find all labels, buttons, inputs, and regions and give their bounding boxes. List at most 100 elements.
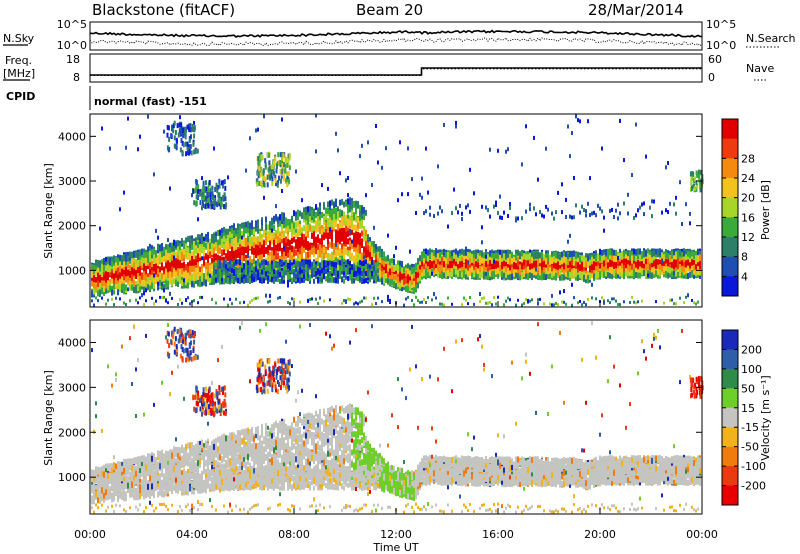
heatmap-cell <box>455 258 457 265</box>
heatmap-cell <box>265 247 267 254</box>
heatmap-cell <box>441 251 443 258</box>
heatmap-cell <box>277 265 279 272</box>
heatmap-cell <box>295 262 297 268</box>
heatmap-cell <box>407 268 409 275</box>
heatmap-cell <box>111 277 113 284</box>
heatmap-cell <box>449 261 451 268</box>
heatmap-cell <box>371 183 373 187</box>
heatmap-cell <box>243 246 245 253</box>
heatmap-cell <box>163 270 165 277</box>
heatmap-cell <box>315 149 317 154</box>
heatmap-cell <box>151 296 153 300</box>
heatmap-cell <box>315 248 317 255</box>
heatmap-cell <box>299 248 301 255</box>
heatmap-cell <box>397 269 399 276</box>
heatmap-cell <box>169 256 171 263</box>
heatmap-cell <box>169 262 171 269</box>
heatmap-cell <box>279 278 281 284</box>
heatmap-cell <box>167 272 169 278</box>
heatmap-cell <box>383 277 385 284</box>
heatmap-cell <box>429 262 431 269</box>
heatmap-cell <box>299 224 301 230</box>
heatmap-cell <box>387 298 389 302</box>
heatmap-cell <box>233 244 235 251</box>
heatmap-cell <box>257 264 259 271</box>
heatmap-cell <box>307 255 309 262</box>
heatmap-cell <box>269 293 271 298</box>
heatmap-cell <box>107 279 109 286</box>
heatmap-cell <box>305 274 307 280</box>
heatmap-cell <box>175 279 177 286</box>
heatmap-cell <box>275 237 277 244</box>
heatmap-cell <box>361 216 363 223</box>
heatmap-cell <box>135 251 137 258</box>
heatmap-cell <box>143 291 145 296</box>
heatmap-cell <box>155 299 157 303</box>
heatmap-cell <box>185 264 187 271</box>
heatmap-cell <box>181 268 183 274</box>
heatmap-cell <box>243 300 245 304</box>
heatmap-cell <box>309 252 311 259</box>
heatmap-cell <box>385 256 387 263</box>
heatmap-cell <box>355 216 357 222</box>
heatmap-cell <box>255 128 257 133</box>
heatmap-cell <box>273 249 275 256</box>
heatmap-cell <box>215 263 217 268</box>
heatmap-cell <box>399 260 401 267</box>
heatmap-cell <box>291 255 293 262</box>
heatmap-cell <box>171 275 173 282</box>
heatmap-cell <box>307 241 309 248</box>
heatmap-cell <box>295 211 297 216</box>
heatmap-cell <box>331 231 333 238</box>
heatmap-cell <box>305 253 307 260</box>
heatmap-cell <box>387 271 389 278</box>
heatmap-cell <box>155 228 157 233</box>
heatmap-cell <box>379 257 381 264</box>
heatmap-cell <box>349 219 351 226</box>
heatmap-cell <box>417 269 419 276</box>
heatmap-cell <box>255 260 257 266</box>
heatmap-cell <box>291 277 293 283</box>
heatmap-cell <box>205 276 207 283</box>
heatmap-cell <box>201 238 203 245</box>
heatmap-cell <box>355 275 357 281</box>
heatmap-cell <box>435 258 437 265</box>
heatmap-cell <box>119 276 121 282</box>
heatmap-cell <box>367 251 369 258</box>
heatmap-cell <box>317 225 319 232</box>
heatmap-cell <box>389 264 391 270</box>
heatmap-cell <box>349 203 351 210</box>
heatmap-cell <box>297 267 299 273</box>
heatmap-cell <box>247 266 249 272</box>
heatmap-cell <box>167 280 169 287</box>
noise-panel: N.Sky N.Search 10^5 10^0 10^5 10^0 <box>3 18 796 52</box>
heatmap-cell <box>301 261 303 267</box>
heatmap-cell <box>143 280 145 286</box>
heatmap-cell <box>255 296 257 300</box>
heatmap-cell <box>115 266 117 273</box>
heatmap-cell <box>365 277 367 283</box>
heatmap-cell <box>193 281 195 288</box>
heatmap-cell <box>217 230 219 236</box>
heatmap-cell <box>287 250 289 257</box>
heatmap-cell <box>223 297 225 301</box>
heatmap-cell <box>379 264 381 271</box>
heatmap-cell <box>379 251 381 258</box>
heatmap-cell <box>271 264 273 270</box>
heatmap-cell <box>297 251 299 258</box>
heatmap-cell <box>347 250 349 257</box>
heatmap-cell <box>237 249 239 255</box>
heatmap-cell <box>213 278 215 284</box>
heatmap-cell <box>103 286 105 292</box>
heatmap-cell <box>281 189 283 193</box>
heatmap-cell <box>315 226 317 233</box>
heatmap-cell <box>269 259 271 266</box>
heatmap-cell <box>323 268 325 274</box>
heatmap-cell <box>239 232 241 239</box>
heatmap-cell <box>331 214 333 221</box>
heatmap-cell <box>277 296 279 300</box>
heatmap-cell <box>111 297 113 301</box>
heatmap-cell <box>347 246 349 253</box>
heatmap-cell <box>387 264 389 271</box>
heatmap-cell <box>129 264 131 271</box>
